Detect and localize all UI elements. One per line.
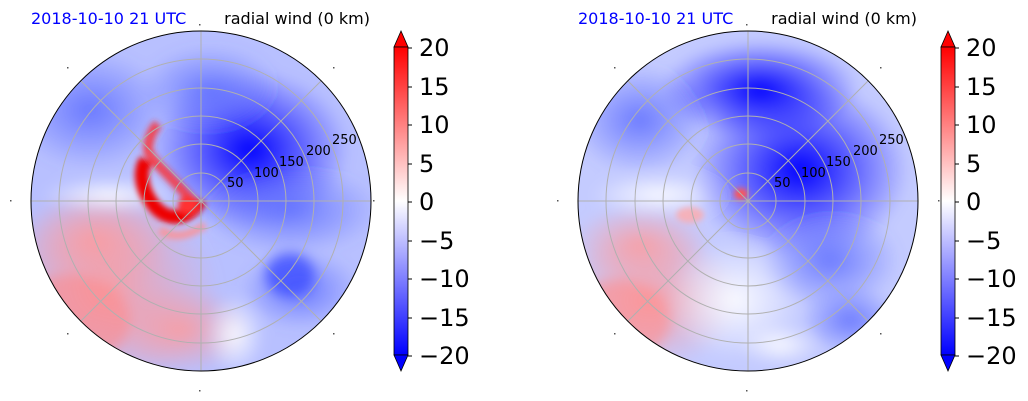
edge-tick-marks-1 xyxy=(10,24,375,392)
colorbar-body-1 xyxy=(393,46,409,356)
cb2-tick-m10: −10 xyxy=(966,265,1017,293)
r-tick-200: 200 xyxy=(853,144,878,159)
cb1-tick-m5: −5 xyxy=(419,227,454,255)
edge-tick-marks-2 xyxy=(557,24,940,392)
colorbar-tick-labels-1: 20 15 10 5 0 −5 −10 −15 −20 xyxy=(419,34,470,370)
colorbar-low-arrow-1 xyxy=(393,354,409,372)
r-tick-100: 100 xyxy=(801,166,826,181)
cb1-tick-5: 5 xyxy=(419,150,434,178)
r-tick-50: 50 xyxy=(227,176,244,191)
r-tick-150: 150 xyxy=(826,155,851,170)
title-left-1: 2018-10-10 21 UTC xyxy=(31,9,186,28)
cb1-tick-m10: −10 xyxy=(419,265,470,293)
colorbar-body-2 xyxy=(940,46,956,356)
colorbar-ticks-1 xyxy=(408,47,412,357)
colorbar-2: 20 15 10 5 0 −5 −10 −15 −20 xyxy=(940,30,1017,372)
polar-panel-2: 50 100 150 200 250 2018-10-10 21 UTC rad… xyxy=(557,9,940,392)
wind-field-1 xyxy=(31,31,371,371)
colorbar-high-arrow-2 xyxy=(940,30,956,48)
cb1-tick-m15: −15 xyxy=(419,304,470,332)
polar-grid-2 xyxy=(578,31,918,371)
polar-frame-2 xyxy=(577,30,919,372)
r-tick-250: 250 xyxy=(332,133,357,148)
r-tick-150: 150 xyxy=(279,155,304,170)
cb1-tick-10: 10 xyxy=(419,111,450,139)
polar-grid-1 xyxy=(31,31,371,371)
colorbar-high-arrow-1 xyxy=(393,30,409,48)
r-tick-50: 50 xyxy=(774,176,791,191)
cb1-tick-20: 20 xyxy=(419,34,450,62)
r-tick-labels-2: 50 100 150 200 250 xyxy=(774,133,904,191)
cb2-tick-0: 0 xyxy=(966,188,981,216)
title-right-2: radial wind (0 km) xyxy=(771,9,917,28)
colorbar-low-arrow-2 xyxy=(940,354,956,372)
colorbar-1: 20 15 10 5 0 −5 −10 −15 −20 xyxy=(393,30,470,372)
cb2-tick-20: 20 xyxy=(966,34,997,62)
cb2-tick-15: 15 xyxy=(966,73,997,101)
cb1-tick-0: 0 xyxy=(419,188,434,216)
title-right-1: radial wind (0 km) xyxy=(224,9,370,28)
cb2-tick-m5: −5 xyxy=(966,227,1001,255)
cb2-tick-5: 5 xyxy=(966,150,981,178)
cb2-tick-m20: −20 xyxy=(966,342,1017,370)
cb2-tick-m15: −15 xyxy=(966,304,1017,332)
colorbar-tick-labels-2: 20 15 10 5 0 −5 −10 −15 −20 xyxy=(966,34,1017,370)
polar-panel-1: 50 100 150 200 250 2018-10-10 21 UTC rad… xyxy=(10,9,375,392)
title-left-2: 2018-10-10 21 UTC xyxy=(578,9,733,28)
r-tick-200: 200 xyxy=(306,144,331,159)
colorbar-ticks-2 xyxy=(955,47,959,357)
cb2-tick-10: 10 xyxy=(966,111,997,139)
r-tick-250: 250 xyxy=(879,133,904,148)
cb1-tick-15: 15 xyxy=(419,73,450,101)
polar-frame-1 xyxy=(30,30,372,372)
cb1-tick-m20: −20 xyxy=(419,342,470,370)
r-tick-100: 100 xyxy=(254,166,279,181)
r-tick-labels-1: 50 100 150 200 250 xyxy=(227,133,357,191)
